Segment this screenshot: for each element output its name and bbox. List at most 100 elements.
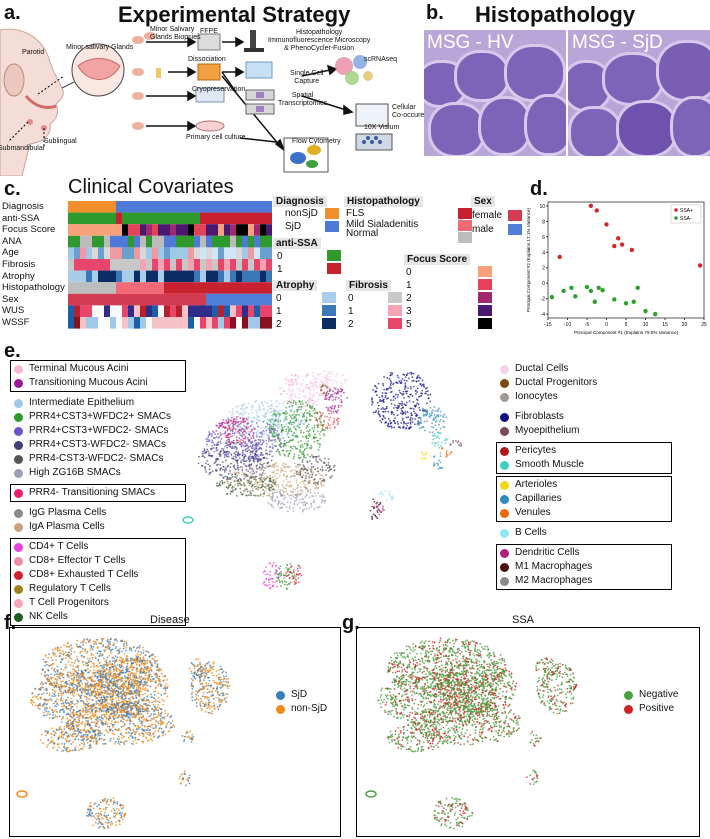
umap-cell [48, 653, 51, 656]
umap-cell [270, 450, 273, 453]
umap-cell [79, 672, 82, 675]
heatmap-cell [104, 293, 110, 306]
heatmap-cell [116, 317, 122, 329]
umap-cell [299, 498, 302, 501]
umap-cell [60, 687, 63, 689]
heatmap-cell [140, 270, 146, 283]
umap-cell [293, 432, 296, 435]
umap-cell [153, 659, 156, 662]
umap-cell [90, 666, 93, 668]
umap-cell [375, 516, 378, 518]
umap-cell [279, 471, 282, 473]
umap-cell [294, 401, 297, 404]
umap-cell [288, 484, 291, 487]
umap-cell [374, 514, 377, 517]
umap-cell [289, 494, 292, 497]
umap-cell [288, 567, 291, 570]
umap-cell [219, 452, 221, 454]
umap-cell [231, 410, 234, 413]
umap-cell [116, 664, 119, 666]
umap-cell [283, 453, 286, 456]
umap-cell [262, 469, 265, 472]
heatmap-cell [188, 305, 194, 317]
heatmap-cell [134, 282, 140, 294]
umap-cell [300, 408, 302, 411]
row-label: Atrophy [2, 270, 35, 282]
heatmap-cell [68, 282, 74, 294]
umap-cell [145, 700, 147, 702]
umap-cell [276, 431, 279, 434]
umap-cell [401, 402, 404, 405]
umap-cell [107, 644, 110, 647]
umap-cell [227, 487, 229, 490]
umap-cell [271, 465, 274, 468]
umap-cell [95, 682, 98, 685]
umap-cell [283, 491, 286, 494]
umap-cell [208, 439, 211, 441]
umap-cell [300, 492, 303, 495]
umap-cell [326, 390, 329, 393]
umap-cell [387, 397, 390, 400]
umap-cell [283, 494, 285, 497]
umap-cell [239, 434, 242, 436]
legend-entry: Pericytes [500, 444, 668, 458]
umap-cell [237, 472, 240, 475]
umap-cell [101, 708, 104, 710]
umap-cell [437, 441, 440, 444]
umap-cell [295, 403, 297, 406]
umap-cell [230, 457, 233, 459]
umap-cell [397, 423, 400, 425]
umap-cell [419, 427, 421, 430]
legend-dot [14, 570, 23, 580]
umap-cell [225, 451, 227, 454]
heatmap-cell [170, 305, 176, 317]
heatmap-cell [116, 212, 122, 225]
umap-cell [325, 464, 328, 467]
umap-cell [424, 429, 426, 432]
heatmap-cell [182, 247, 188, 259]
umap-cell [264, 570, 266, 573]
umap-cell [48, 717, 51, 719]
legend-dot [14, 364, 23, 374]
umap-cell [243, 482, 245, 485]
umap-cell [301, 490, 304, 493]
umap-cell [427, 397, 430, 400]
umap-cell [236, 462, 239, 465]
umap-cell [390, 399, 392, 401]
umap-cell [243, 418, 246, 421]
umap-cell [271, 455, 274, 458]
umap-cell [249, 491, 252, 494]
umap-cell [255, 457, 258, 460]
umap-cell [278, 425, 280, 428]
umap-cell [216, 458, 219, 461]
umap-cell [57, 684, 60, 686]
step-scrnaseq: scRNAseq [364, 56, 398, 63]
umap-cell [218, 453, 221, 456]
umap-cell [421, 389, 424, 392]
umap-cell [278, 500, 281, 503]
umap-cell [96, 646, 99, 648]
umap-cell [234, 428, 237, 431]
umap-cell [265, 483, 267, 485]
umap-cell [329, 427, 331, 429]
legend-group: B Cells [496, 524, 672, 542]
umap-cell [372, 498, 375, 501]
umap-cell [52, 684, 55, 687]
umap-cell [278, 440, 281, 442]
umap-cell [233, 471, 236, 474]
heatmap-cell [254, 259, 260, 271]
heatmap-cell [254, 305, 260, 317]
umap-cell [247, 449, 250, 451]
umap-cell [55, 647, 57, 649]
umap-cell [292, 488, 295, 490]
umap-cell [319, 387, 322, 390]
umap-cell [276, 573, 279, 576]
heatmap-cell [248, 270, 254, 283]
umap-cell [431, 412, 434, 415]
umap-cell [31, 696, 34, 699]
legend-dot [500, 480, 509, 490]
heatmap-cell [170, 201, 176, 213]
umap-cell [247, 445, 250, 448]
umap-cell [431, 409, 434, 412]
umap-cell [415, 398, 418, 401]
